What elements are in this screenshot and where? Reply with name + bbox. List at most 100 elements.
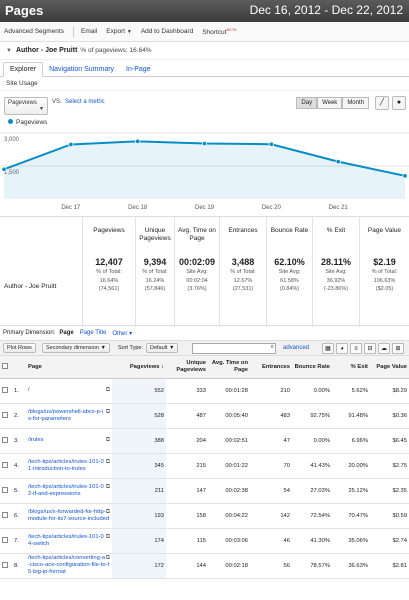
external-link-icon[interactable]: ⧉: [105, 458, 110, 465]
motion-chart-icon[interactable]: ●: [392, 96, 406, 110]
tab-navigation-summary[interactable]: Navigation Summary: [49, 66, 115, 73]
row-checkbox[interactable]: [2, 411, 8, 418]
col-header-bounce-rate[interactable]: Bounce Rate: [292, 356, 332, 379]
dimension-page-title[interactable]: Page Title: [79, 330, 107, 336]
page-link[interactable]: ⧉/tech-tips/articles/irules-101-01-intro…: [26, 453, 112, 479]
data-table-view-icon[interactable]: ▦: [322, 343, 334, 354]
col-header-unique-pageviews[interactable]: Unique Pageviews: [166, 356, 208, 379]
external-link-icon[interactable]: ⧉: [105, 408, 110, 415]
page-link[interactable]: ⧉/tech-tips/articles/converting-a-cisco-…: [26, 553, 112, 579]
data-point[interactable]: [268, 141, 274, 147]
day-button[interactable]: Day: [296, 97, 318, 109]
page-link[interactable]: ⧉ /: [26, 378, 112, 404]
comparison-view-icon[interactable]: ⊟: [364, 343, 376, 354]
add-to-dashboard-button[interactable]: Add to Dashboard: [140, 28, 194, 35]
dimension-page[interactable]: Page: [59, 330, 74, 336]
metric-select-value: Pageviews: [8, 100, 38, 106]
col-header-page-value[interactable]: Page Value: [370, 356, 409, 379]
select-all-header: [0, 356, 12, 379]
month-button[interactable]: Month: [342, 97, 369, 109]
export-button[interactable]: Export ▼: [106, 28, 132, 35]
collapse-icon[interactable]: ▼: [6, 47, 12, 54]
col-header-exit[interactable]: % Exit: [332, 356, 370, 379]
report-toolbar: Advanced Segments Email Export ▼ Add to …: [0, 22, 409, 42]
summary-metric-sub2: 61.58%: [280, 277, 299, 284]
cell-entrances: 142: [250, 503, 292, 529]
tab-explorer[interactable]: Explorer: [3, 62, 44, 77]
row-checkbox[interactable]: [2, 461, 8, 468]
cell-exit: 6.96%: [332, 428, 370, 454]
pie-view-icon[interactable]: ◕: [336, 343, 348, 354]
row-index: 6.: [12, 503, 26, 529]
external-link-icon[interactable]: ⧉: [105, 437, 110, 444]
cell-pageviews: 172: [112, 553, 166, 579]
row-checkbox[interactable]: [2, 436, 8, 443]
sort-type-select[interactable]: Default ▼: [146, 343, 179, 353]
subtab-site-usage[interactable]: Site Usage: [0, 77, 409, 91]
line-chart-icon[interactable]: ╱: [375, 96, 389, 110]
summary-metric-sub3: (27,531): [232, 286, 254, 292]
row-index: 5.: [12, 478, 26, 504]
select-metric-link[interactable]: Select a metric: [65, 99, 105, 105]
beta-badge: BETA: [226, 26, 237, 32]
col-header-avg-time[interactable]: Avg. Time on Page: [208, 356, 250, 379]
page-link[interactable]: ⧉/tech-tips/articles/irules-101-02-if-an…: [26, 478, 112, 504]
external-link-icon[interactable]: ⧉: [105, 508, 110, 515]
row-checkbox[interactable]: [2, 511, 8, 518]
data-point[interactable]: [201, 141, 208, 147]
summary-metric-sub3: (-23.86%): [323, 286, 349, 292]
summary-metric: % Exit 28.11% Site Avg: 36.92% (-23.86%): [312, 217, 359, 327]
col-header-entrances[interactable]: Entrances: [250, 356, 292, 379]
external-link-icon[interactable]: ⧉: [105, 483, 110, 490]
plot-rows-button[interactable]: Plot Rows: [3, 343, 36, 353]
cell-exit: 91.48%: [332, 403, 370, 429]
dimension-other[interactable]: Other ▾: [112, 330, 132, 337]
external-link-icon[interactable]: ⧉: [105, 555, 110, 562]
performance-view-icon[interactable]: ≡: [350, 343, 362, 354]
row-checkbox[interactable]: [2, 386, 8, 393]
data-point[interactable]: [402, 173, 408, 179]
shortcut-button[interactable]: ShortcutBETA: [202, 27, 236, 36]
search-input[interactable]: ⌕: [192, 343, 276, 354]
email-button[interactable]: Email: [80, 28, 98, 35]
col-header-page[interactable]: Page: [26, 356, 112, 379]
table-row: 1. ⧉/552 333 00:01:28 210 0.00% 5.62% $8.29: [0, 378, 409, 404]
advanced-segments-button[interactable]: Advanced Segments: [4, 28, 64, 35]
row-checkbox[interactable]: [2, 561, 8, 568]
page-link[interactable]: ⧉/blogs/us/x-forwarded-for-http-module-f…: [26, 503, 112, 529]
cell-exit: 25.12%: [332, 478, 370, 504]
date-range-picker[interactable]: Dec 16, 2012 - Dec 22, 2012: [249, 3, 403, 17]
data-point[interactable]: [335, 159, 341, 165]
cell-bounce-rate: 0.00%: [292, 378, 332, 404]
pivot-view-icon[interactable]: ⊞: [392, 343, 404, 354]
data-point[interactable]: [1, 166, 7, 172]
term-cloud-icon[interactable]: ☁: [378, 343, 390, 354]
secondary-dimension-select[interactable]: Secondary dimension ▼: [42, 343, 110, 353]
data-point[interactable]: [68, 141, 74, 147]
col-header-pageviews[interactable]: Pageviews ↓: [112, 356, 166, 379]
index-header: [12, 356, 26, 379]
page-title: Pages: [5, 3, 44, 18]
cell-page-value: $2.74: [370, 528, 409, 554]
external-link-icon[interactable]: ⧉: [105, 533, 110, 540]
page-link[interactable]: ⧉ /irules: [26, 428, 112, 454]
segment-detail: % of pageviews: 16.64%: [80, 47, 152, 54]
data-point[interactable]: [135, 138, 141, 144]
external-link-icon[interactable]: ⧉: [105, 387, 110, 394]
summary-metric-sub2: 106.63%: [373, 277, 396, 284]
summary-metric-sub2: 12.67%: [233, 277, 253, 284]
tab-in-page[interactable]: In-Page: [126, 66, 151, 73]
summary-metric-sub2: 00:02:04: [186, 277, 208, 284]
row-checkbox[interactable]: [2, 486, 8, 493]
metric-select[interactable]: Pageviews ▼: [4, 97, 48, 115]
week-button[interactable]: Week: [317, 97, 343, 109]
advanced-filter-link[interactable]: advanced: [283, 345, 310, 351]
summary-metric-sub3: (0.84%): [279, 286, 300, 292]
row-checkbox[interactable]: [2, 536, 8, 543]
select-all-checkbox[interactable]: [2, 362, 8, 369]
y-tick-label: 3,000: [4, 137, 20, 143]
sort-type-label: Sort Type:: [118, 345, 143, 351]
page-link[interactable]: ⧉/tech-tips/articles/irules-101-04-switc…: [26, 528, 112, 554]
page-link[interactable]: ⧉/blogs/us/powershell-abcs-p-is-for-para…: [26, 403, 112, 429]
page-path: /tech-tips/articles/converting-a-cisco-a…: [28, 555, 110, 575]
